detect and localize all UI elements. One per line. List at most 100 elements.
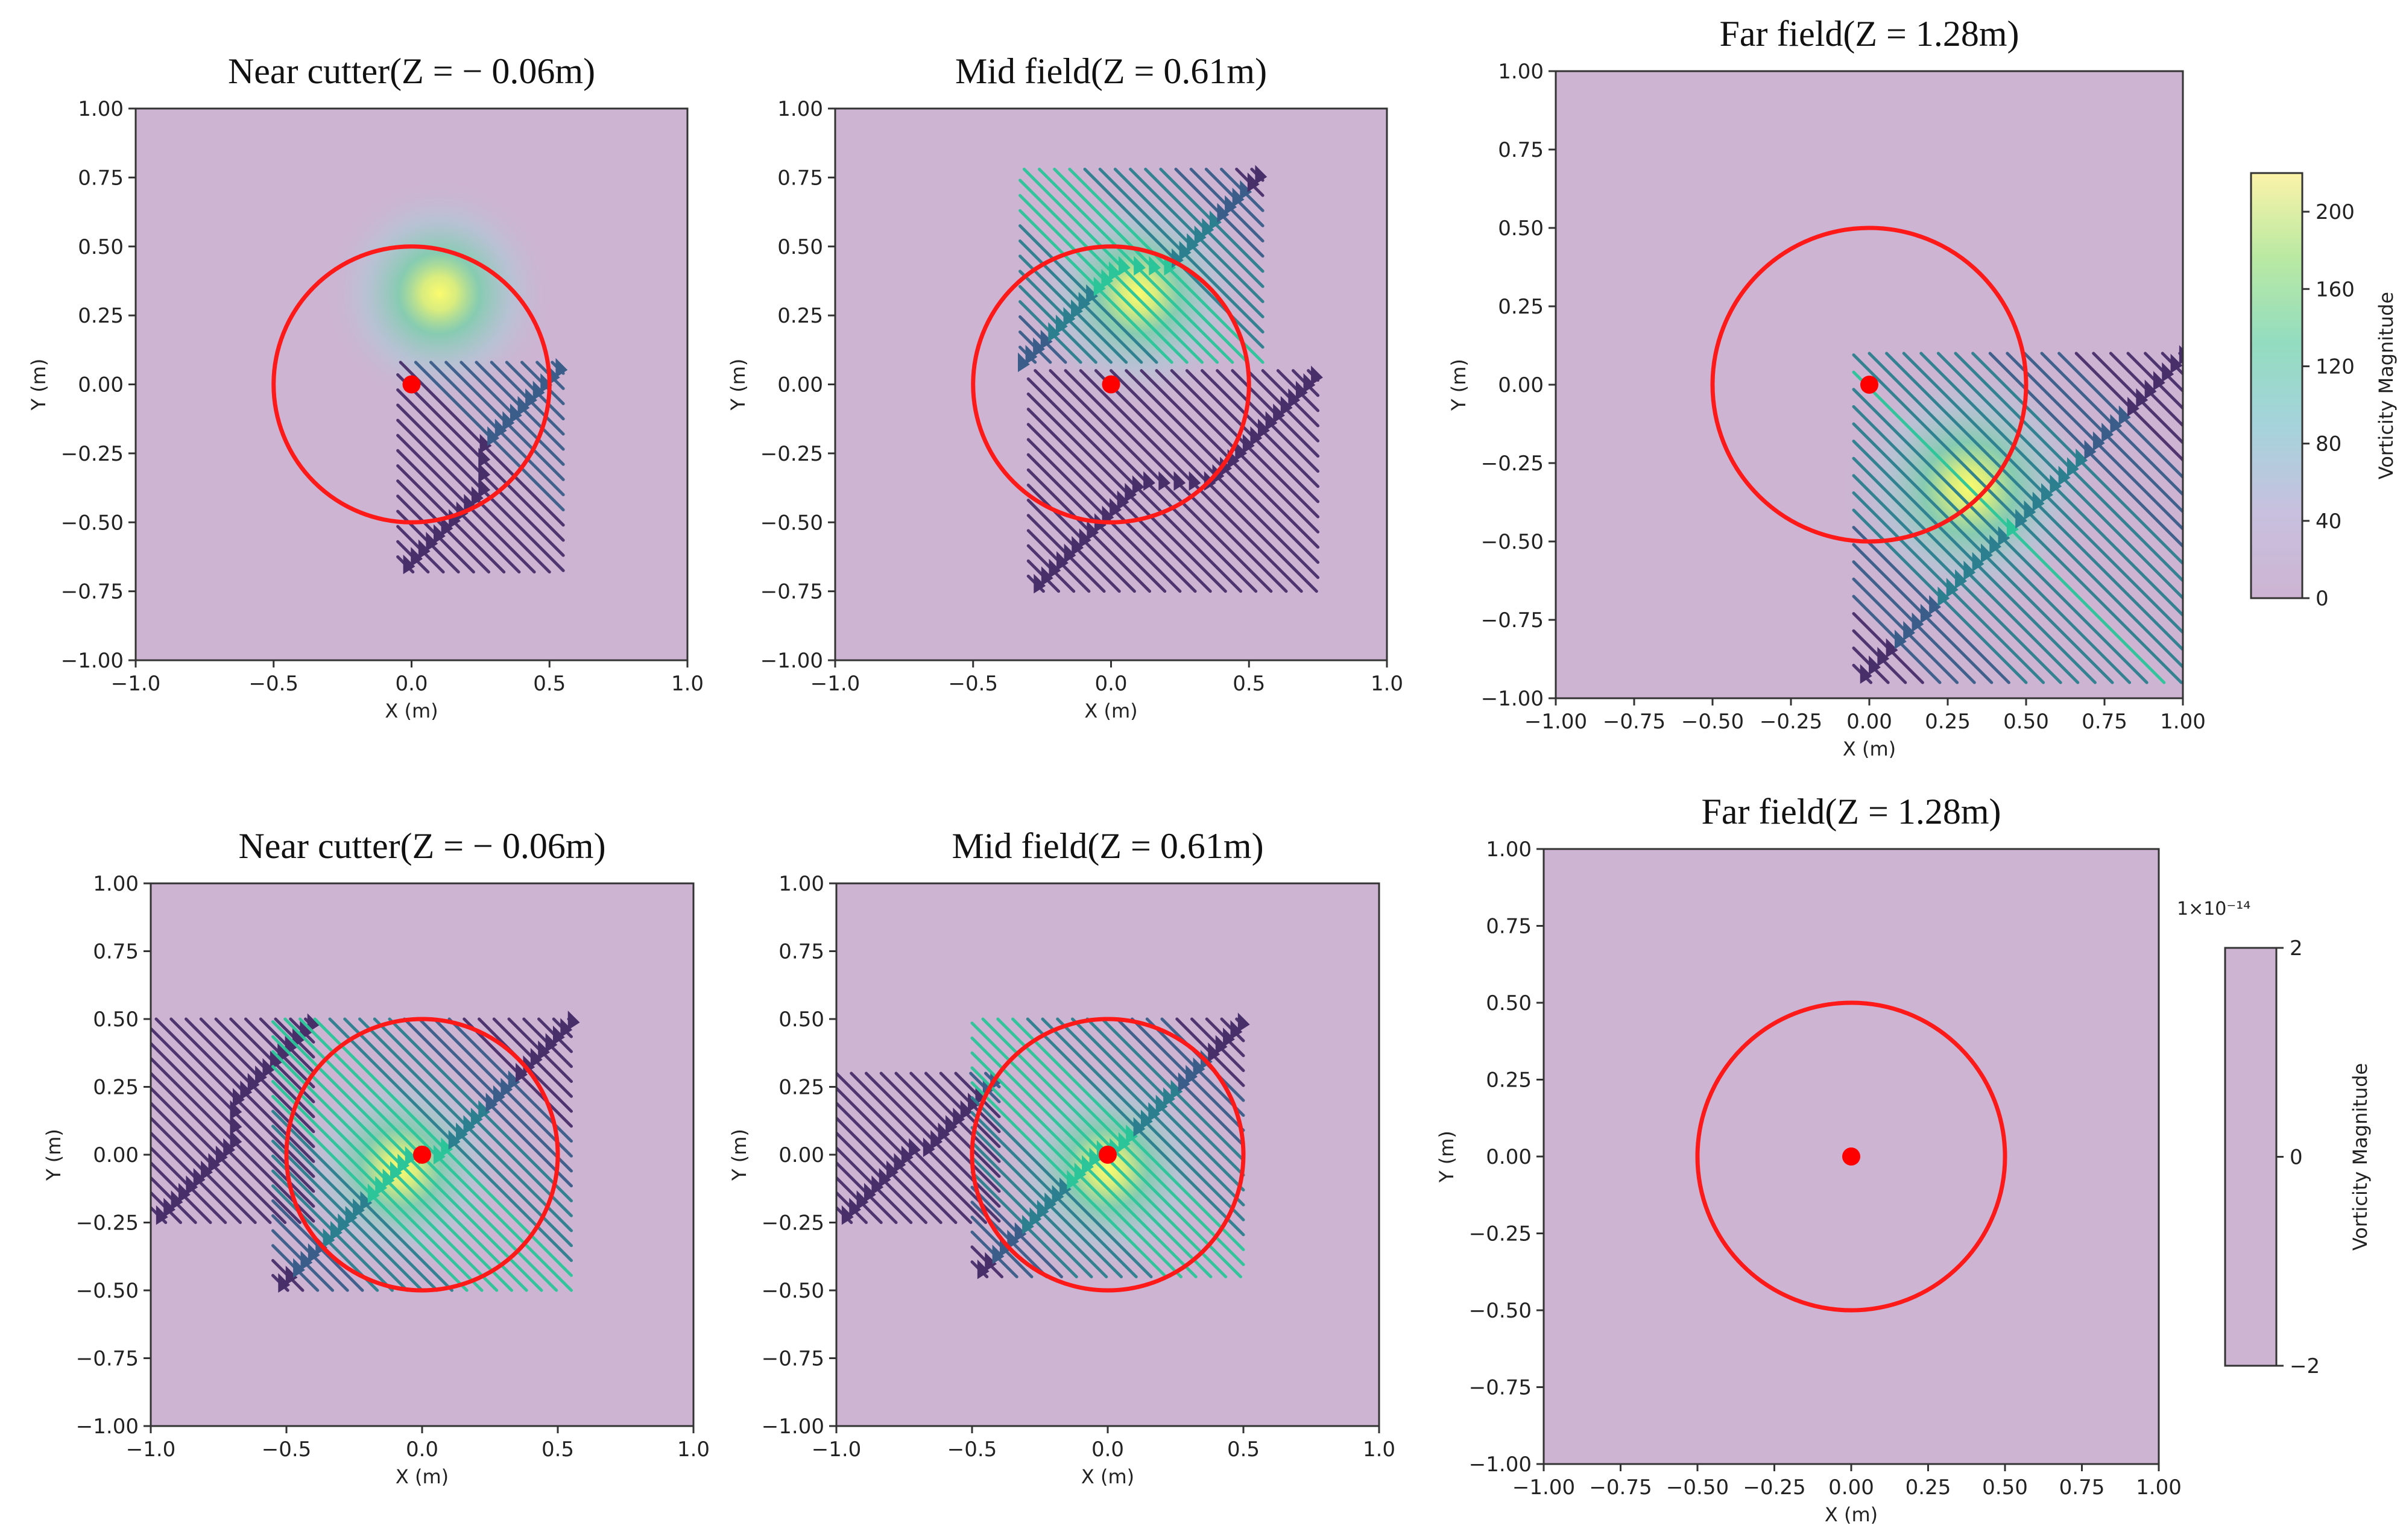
y-tick-label: 0.50 [777, 235, 823, 259]
y-tick-label: 0.00 [778, 1143, 824, 1167]
stream-arrow [517, 396, 530, 416]
stream-arrow [487, 426, 500, 446]
stream-arrow [1186, 1064, 1198, 1085]
y-tick-label: 0.25 [1498, 295, 1544, 319]
stream-arrow [382, 1169, 395, 1188]
stream-arrow [285, 1265, 298, 1286]
y-tick-label: 0.00 [78, 373, 124, 397]
vorticity-glow [323, 177, 555, 409]
x-axis-label: X (m) [1081, 1465, 1134, 1488]
center-point [1860, 376, 1878, 394]
stream-arrow [1170, 1079, 1183, 1100]
stream-arrow [1265, 411, 1278, 431]
stream-arrow [262, 1058, 275, 1078]
stream-arrow [1237, 1012, 1250, 1032]
y-tick-label: −0.50 [760, 511, 823, 535]
stream-arrow [1029, 1207, 1042, 1227]
y-axis-label: Y (m) [727, 359, 750, 411]
stream-arrow [871, 1175, 884, 1195]
stream-arrow [171, 1190, 183, 1210]
y-tick-label: 0.00 [93, 1143, 139, 1167]
y-tick-label: 0.25 [93, 1076, 139, 1100]
stream-arrow [1193, 1057, 1205, 1078]
stream-arrow [1037, 1199, 1049, 1220]
y-tick-label: −0.25 [1469, 1222, 1532, 1246]
y-tick-label: 1.00 [1498, 60, 1544, 84]
y-tick-label: −1.00 [76, 1415, 139, 1439]
stream-arrow [1067, 1170, 1079, 1190]
stream-arrow [1163, 1087, 1175, 1107]
stream-arrow [1929, 595, 1941, 615]
stream-arrow [1273, 403, 1285, 423]
x-tick-label: 1.0 [671, 672, 704, 696]
stream-arrow [953, 1107, 965, 1128]
x-tick-label: −0.5 [262, 1437, 312, 1462]
y-tick-label: −1.00 [760, 649, 823, 673]
stream-arrow [1963, 560, 1976, 581]
stream-arrow [938, 1122, 950, 1143]
panel-title: Far field(Z = 1.28m) [1701, 792, 2001, 832]
x-tick-label: −1.0 [810, 672, 860, 696]
stream-arrow [1869, 655, 1881, 675]
y-tick-label: −0.25 [76, 1211, 139, 1235]
y-tick-label: 1.00 [777, 97, 823, 121]
stream-arrow [1059, 1177, 1072, 1198]
stream-arrow [879, 1167, 891, 1188]
x-tick-label: 0.5 [1233, 672, 1265, 696]
y-tick-label: 0.50 [93, 1008, 139, 1032]
stream-arrow [1014, 1222, 1027, 1242]
stream-arrow [345, 1205, 358, 1226]
stream-arrow [1179, 241, 1192, 260]
stream-arrow [208, 1153, 221, 1173]
stream-arrow [201, 1160, 213, 1181]
x-tick-label: −0.5 [948, 672, 998, 696]
y-tick-label: −0.75 [1469, 1376, 1532, 1400]
center-point [1842, 1147, 1860, 1166]
x-tick-label: 0.5 [533, 672, 566, 696]
y-tick-label: 0.75 [93, 940, 139, 964]
stream-arrow [1288, 388, 1301, 408]
colorbars-group: 0 40 80 120 160 200 Vorticity Magnitude −2 0 2 Vor… [2177, 172, 2398, 1378]
x-tick-label: 0.0 [1091, 1437, 1124, 1462]
chart-panel-1: −1.0 −0.5 0.0 0.5 1.0 1.00 0.75 0.50 0.25 0.00 −0.… [27, 51, 704, 722]
stream-arrow [1074, 1162, 1087, 1182]
y-tick-label: 0.50 [778, 1008, 824, 1032]
x-tick-label: 0.25 [1906, 1475, 1951, 1500]
stream-arrow [1149, 256, 1161, 276]
y-tick-label: −0.25 [61, 442, 124, 466]
x-tick-label: 0.75 [2082, 710, 2127, 734]
stream-arrow [1912, 612, 1924, 633]
y-tick-label: 0.75 [777, 166, 823, 190]
stream-arrow [353, 1198, 365, 1219]
stream-arrow [1087, 520, 1099, 541]
stream-arrow [923, 1137, 935, 1157]
streamlines [1852, 345, 2183, 684]
x-tick-label: 0.00 [1828, 1475, 1874, 1500]
stream-arrow [1025, 345, 1038, 365]
panel-title: Mid field(Z = 0.61m) [955, 51, 1267, 91]
stream-arrow [508, 1070, 520, 1090]
stream-arrow [841, 1205, 854, 1225]
colorbar-tick-label: 120 [2316, 355, 2355, 379]
stream-arrow [555, 358, 568, 378]
x-axis-label: X (m) [1825, 1503, 1878, 1526]
x-tick-label: −0.5 [248, 672, 298, 696]
stream-arrow [456, 1122, 468, 1143]
stream-arrow [1217, 203, 1230, 222]
stream-arrow [426, 532, 438, 552]
stream-arrow [2153, 371, 2165, 391]
stream-arrow [1140, 1109, 1153, 1129]
chart-panel-2: −1.0 −0.5 0.0 0.5 1.0 1.00 0.75 0.50 0.25 0.00 −0.… [727, 51, 1403, 722]
stream-arrow [525, 388, 537, 408]
cutter-circle [1695, 1000, 2007, 1313]
x-tick-label: −0.75 [1589, 1475, 1652, 1500]
y-tick-label: 0.00 [777, 373, 823, 397]
y-axis-label: Y (m) [728, 1129, 751, 1181]
y-tick-label: −0.50 [1469, 1299, 1532, 1323]
y-tick-label: −1.00 [61, 649, 124, 673]
x-tick-label: −0.25 [1743, 1475, 1805, 1500]
stream-arrow [338, 1213, 350, 1233]
chart-panel-4: −1.0 −0.5 0.0 0.5 1.0 1.00 0.75 0.50 0.25 0.00 −0.… [42, 826, 710, 1488]
cutter-circle [284, 1017, 560, 1293]
x-tick-label: 1.0 [677, 1437, 710, 1462]
